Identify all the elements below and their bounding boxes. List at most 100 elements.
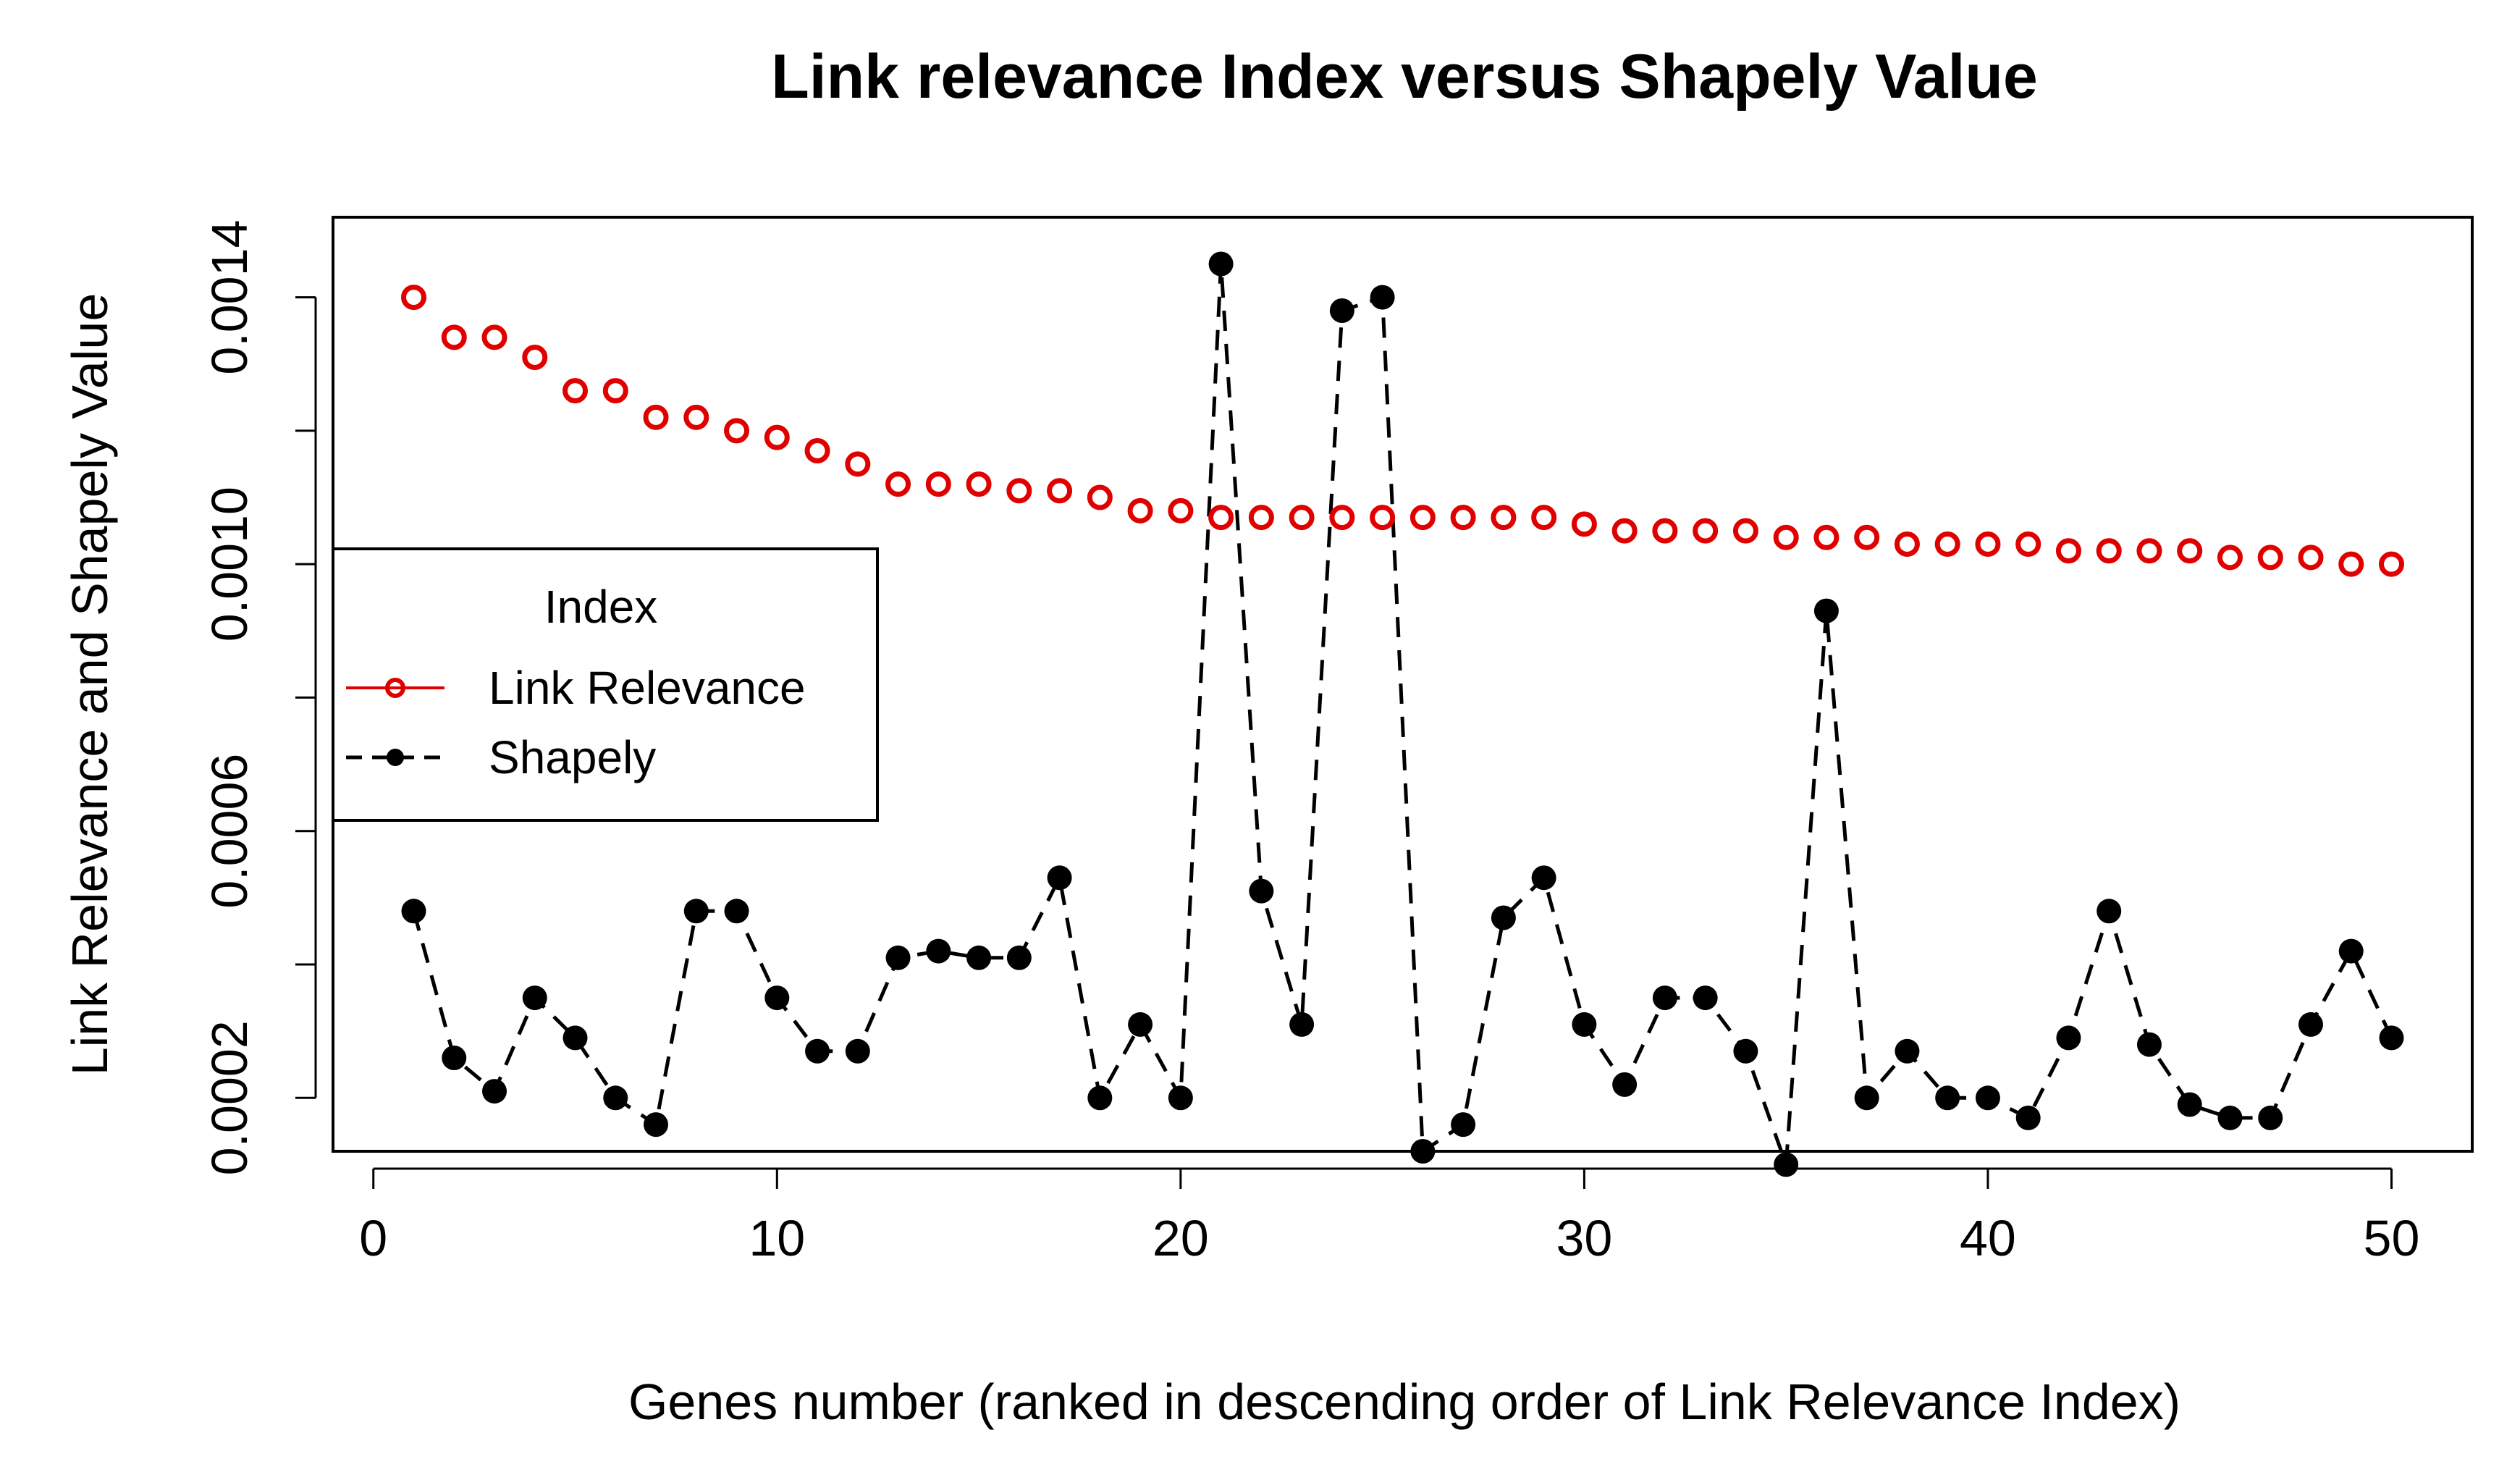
link-relevance-point (1370, 505, 1396, 531)
shapely-point (2217, 1105, 2243, 1130)
link-relevance-point (1127, 497, 1153, 524)
y-axis-label: Link Relevance and Shapely Value (62, 293, 118, 1076)
x-axis: 0 10 20 30 40 50 (359, 1167, 2419, 1266)
link-relevance-point (1047, 478, 1073, 504)
shapely-point (1572, 1012, 1597, 1037)
shapely-point (1451, 1112, 1476, 1138)
link-relevance-point (643, 404, 669, 430)
x-tick-label: 30 (1556, 1210, 1612, 1266)
shapely-point (1491, 905, 1516, 930)
legend-label-link-relevance: Link Relevance (489, 662, 806, 714)
y-tick-label: 0.0002 (201, 1020, 258, 1175)
shapely-point (1006, 945, 1032, 970)
link-relevance-point (925, 471, 951, 497)
legend-marker-shapely (387, 749, 404, 766)
shapely-point (1935, 1085, 1960, 1111)
shapely-point (2379, 1025, 2404, 1051)
link-relevance-point (1894, 531, 1920, 557)
shapely-point (2015, 1105, 2041, 1130)
shapely-line (412, 264, 2393, 1166)
link-relevance-point (764, 424, 790, 450)
shapely-point (2338, 938, 2364, 964)
shapely-point (764, 985, 790, 1011)
shapely-point (482, 1079, 507, 1104)
link-relevance-point (1208, 505, 1234, 531)
legend-title: Index (544, 581, 658, 633)
link-relevance-point (1450, 505, 1476, 531)
link-relevance-point (1289, 505, 1315, 531)
x-tick-label: 0 (359, 1210, 387, 1266)
link-relevance-point (1329, 505, 1355, 531)
link-relevance-point (2378, 551, 2404, 577)
link-relevance-point (1652, 518, 1678, 544)
shapely-point (442, 1046, 467, 1070)
series-link-relevance (401, 285, 2404, 577)
link-relevance-point (2298, 545, 2324, 571)
link-relevance-point (602, 378, 628, 404)
shapely-point (2097, 899, 2122, 924)
series-shapely (401, 251, 2404, 1177)
link-relevance-point (1611, 518, 1638, 544)
link-relevance-point (2055, 538, 2081, 564)
link-relevance-point (1773, 524, 1799, 550)
shapely-point (1047, 865, 1072, 891)
link-relevance-point (1006, 478, 1032, 504)
legend-box (332, 547, 879, 822)
shapely-point (1854, 1085, 1879, 1111)
legend-marker-link-relevance (385, 678, 405, 698)
shapely-point (1733, 1038, 1758, 1064)
shapely-point (1370, 285, 1395, 310)
link-relevance-point (966, 471, 992, 497)
x-tick-label: 40 (1960, 1210, 2016, 1266)
y-tick-label: 0.0006 (201, 754, 258, 909)
link-relevance-point (401, 285, 427, 311)
shapely-point (1329, 298, 1354, 323)
link-relevance-point (1934, 531, 1960, 557)
link-relevance-point (724, 418, 750, 444)
link-relevance-point (1491, 505, 1517, 531)
shapely-point (1128, 1012, 1153, 1037)
legend: Index Link Relevance Shapely (332, 547, 879, 822)
shapely-point (1813, 598, 1839, 623)
link-relevance-point (1813, 524, 1840, 550)
shapely-point (1531, 865, 1556, 891)
shapely-point (1168, 1085, 1193, 1111)
link-relevance-point (845, 451, 871, 477)
shapely-point (603, 1085, 628, 1111)
shapely-point (2056, 1025, 2081, 1051)
link-relevance-point (1248, 505, 1274, 531)
shapely-point (805, 1038, 830, 1064)
link-relevance-point (2177, 538, 2203, 564)
y-tick-label: 0.0010 (201, 487, 258, 642)
shapely-point (1774, 1152, 1799, 1177)
shapely-point (1208, 251, 1234, 277)
link-relevance-point (1693, 518, 1719, 544)
shapely-point (1693, 985, 1718, 1011)
link-relevance-point (683, 404, 709, 430)
link-relevance-point (1571, 511, 1597, 537)
shapely-point (1249, 878, 1274, 904)
link-relevance-point (441, 324, 467, 350)
shapely-point (2298, 1012, 2323, 1037)
shapely-point (1087, 1085, 1113, 1111)
link-relevance-point (885, 471, 911, 497)
link-relevance-point (2217, 545, 2243, 571)
link-relevance-point (1087, 484, 1113, 510)
link-relevance-point (1975, 531, 2001, 557)
shapely-point (2258, 1105, 2283, 1130)
link-relevance-point (1168, 497, 1194, 524)
x-tick-label: 10 (749, 1210, 805, 1266)
link-relevance-point (2015, 531, 2041, 557)
shapely-point (1895, 1038, 1920, 1064)
link-relevance-point (1409, 505, 1436, 531)
link-relevance-point (2257, 545, 2283, 571)
shapely-point (683, 899, 709, 924)
shapely-point (644, 1112, 669, 1138)
link-relevance-point (1854, 524, 1880, 550)
link-relevance-point (1531, 505, 1557, 531)
shapely-point (2136, 1032, 2162, 1057)
link-relevance-point (481, 324, 507, 350)
shapely-point (724, 899, 749, 924)
chart-title: Link relevance Index versus Shapely Valu… (771, 42, 2038, 112)
